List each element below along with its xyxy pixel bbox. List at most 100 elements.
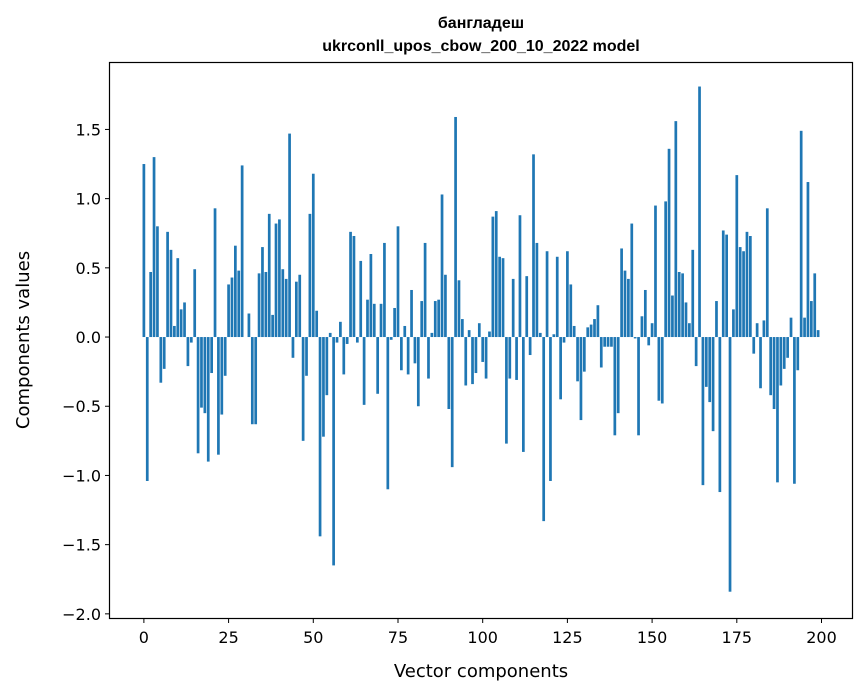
bar xyxy=(230,277,234,338)
bar xyxy=(728,337,732,592)
x-tick-label: 75 xyxy=(388,628,408,647)
bar xyxy=(349,231,352,338)
bar xyxy=(352,236,356,338)
bar xyxy=(688,323,691,338)
bar xyxy=(793,337,796,484)
bar xyxy=(355,337,359,343)
bar xyxy=(345,337,349,344)
bar xyxy=(237,270,241,338)
bar xyxy=(227,284,230,338)
bar xyxy=(173,325,176,338)
bar xyxy=(765,208,769,338)
bar xyxy=(389,337,393,340)
bar xyxy=(742,251,745,338)
bar xyxy=(328,332,332,338)
bar xyxy=(400,337,403,371)
bar xyxy=(461,319,464,338)
bar xyxy=(498,256,501,338)
bars-group xyxy=(142,86,820,592)
bar xyxy=(501,258,505,338)
bar xyxy=(698,86,701,338)
bar xyxy=(169,249,173,338)
bar xyxy=(376,337,380,394)
bar xyxy=(267,213,271,338)
bar xyxy=(488,331,491,338)
bar xyxy=(650,323,654,338)
bar xyxy=(735,175,739,338)
bar xyxy=(372,303,376,338)
x-axis-ticks: 0 25 50 75 100 125 150 175 200 xyxy=(139,618,837,647)
bar xyxy=(725,234,728,338)
bar xyxy=(637,337,640,436)
bar xyxy=(769,337,773,396)
bar xyxy=(305,337,308,376)
bar xyxy=(749,236,752,338)
bar xyxy=(528,337,532,356)
bar xyxy=(813,273,817,338)
bar xyxy=(427,337,430,379)
bar xyxy=(566,251,569,338)
bar xyxy=(366,299,369,338)
bar xyxy=(491,216,495,338)
bar xyxy=(383,242,386,338)
bar xyxy=(643,289,647,338)
bar xyxy=(803,317,806,338)
bar xyxy=(593,319,596,338)
bar xyxy=(694,337,698,367)
bar xyxy=(467,330,471,338)
bar xyxy=(667,148,671,338)
bar xyxy=(403,325,407,338)
bar xyxy=(339,321,342,338)
bar xyxy=(484,337,488,379)
bar xyxy=(494,211,498,338)
bar xyxy=(738,247,742,338)
bar xyxy=(152,157,156,338)
bar xyxy=(430,332,434,338)
x-tick-label: 50 xyxy=(303,628,323,647)
bar xyxy=(704,337,708,387)
bar xyxy=(630,223,634,338)
bar xyxy=(657,337,661,401)
bar xyxy=(454,116,457,338)
bar xyxy=(681,273,684,338)
y-tick-label: 0.5 xyxy=(76,259,101,278)
bar xyxy=(545,251,549,338)
x-tick-label: 0 xyxy=(139,628,149,647)
bar xyxy=(200,337,203,408)
bar xyxy=(477,323,481,338)
bar xyxy=(532,154,535,338)
bar xyxy=(413,337,417,364)
y-tick-label: −0.5 xyxy=(62,397,101,416)
bar xyxy=(752,337,756,354)
x-tick-label: 100 xyxy=(467,628,498,647)
bar xyxy=(562,337,566,343)
bar xyxy=(596,305,600,338)
bar xyxy=(406,337,410,375)
y-axis-label: Components values xyxy=(13,251,34,429)
y-tick-label: −1.0 xyxy=(62,466,101,485)
bar xyxy=(234,245,237,338)
bar xyxy=(315,310,319,338)
bar xyxy=(599,337,603,368)
bar xyxy=(511,278,515,338)
bar xyxy=(142,164,146,338)
bar xyxy=(278,219,281,338)
bar xyxy=(569,284,573,338)
bar xyxy=(654,205,657,338)
bar xyxy=(206,337,210,462)
bar xyxy=(149,271,153,338)
bar xyxy=(623,270,627,338)
bar xyxy=(542,337,546,522)
bar xyxy=(671,295,674,338)
bar xyxy=(217,337,220,455)
bar xyxy=(291,337,295,358)
bar xyxy=(220,337,224,415)
bar xyxy=(457,280,461,338)
bar xyxy=(515,337,518,380)
bar xyxy=(447,337,451,410)
y-tick-label: −1.5 xyxy=(62,536,101,555)
bar xyxy=(379,303,383,338)
bar xyxy=(518,215,522,338)
bar xyxy=(559,337,562,400)
bar xyxy=(166,231,169,338)
